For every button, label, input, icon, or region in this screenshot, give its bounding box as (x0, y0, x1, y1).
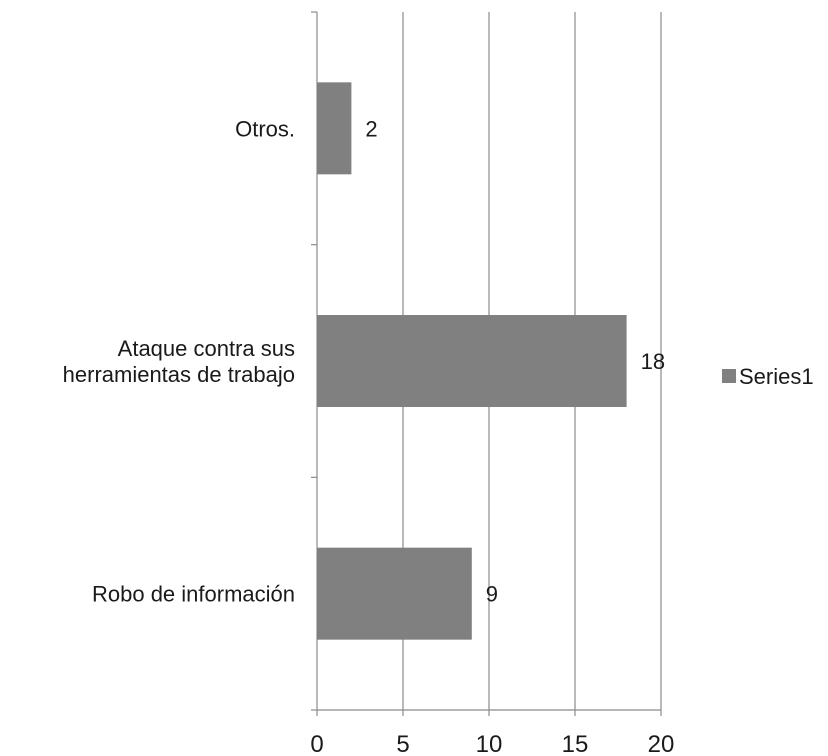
bar (317, 547, 472, 640)
x-tick-label: 5 (396, 731, 409, 756)
legend: Series1 (722, 364, 814, 389)
bar (317, 315, 627, 407)
legend-label: Series1 (739, 364, 814, 389)
legend-marker (722, 369, 736, 383)
x-tick-label: 20 (648, 731, 675, 756)
x-tick-label: 10 (476, 731, 503, 756)
x-tick-label: 15 (562, 731, 589, 756)
x-tick-labels: 0 5 10 15 20 (310, 731, 674, 756)
category-label: Ataque contra sus (118, 336, 295, 361)
x-tick-label: 0 (310, 731, 323, 756)
data-label: 18 (641, 349, 665, 374)
data-label: 2 (365, 116, 377, 141)
bar (317, 82, 352, 175)
data-label: 9 (486, 582, 498, 607)
data-labels: 2 18 9 (365, 116, 665, 606)
category-label: herramientas de trabajo (63, 362, 295, 387)
category-label: Robo de información (92, 582, 295, 607)
bars (317, 82, 627, 640)
category-label: Otros. (235, 116, 295, 141)
